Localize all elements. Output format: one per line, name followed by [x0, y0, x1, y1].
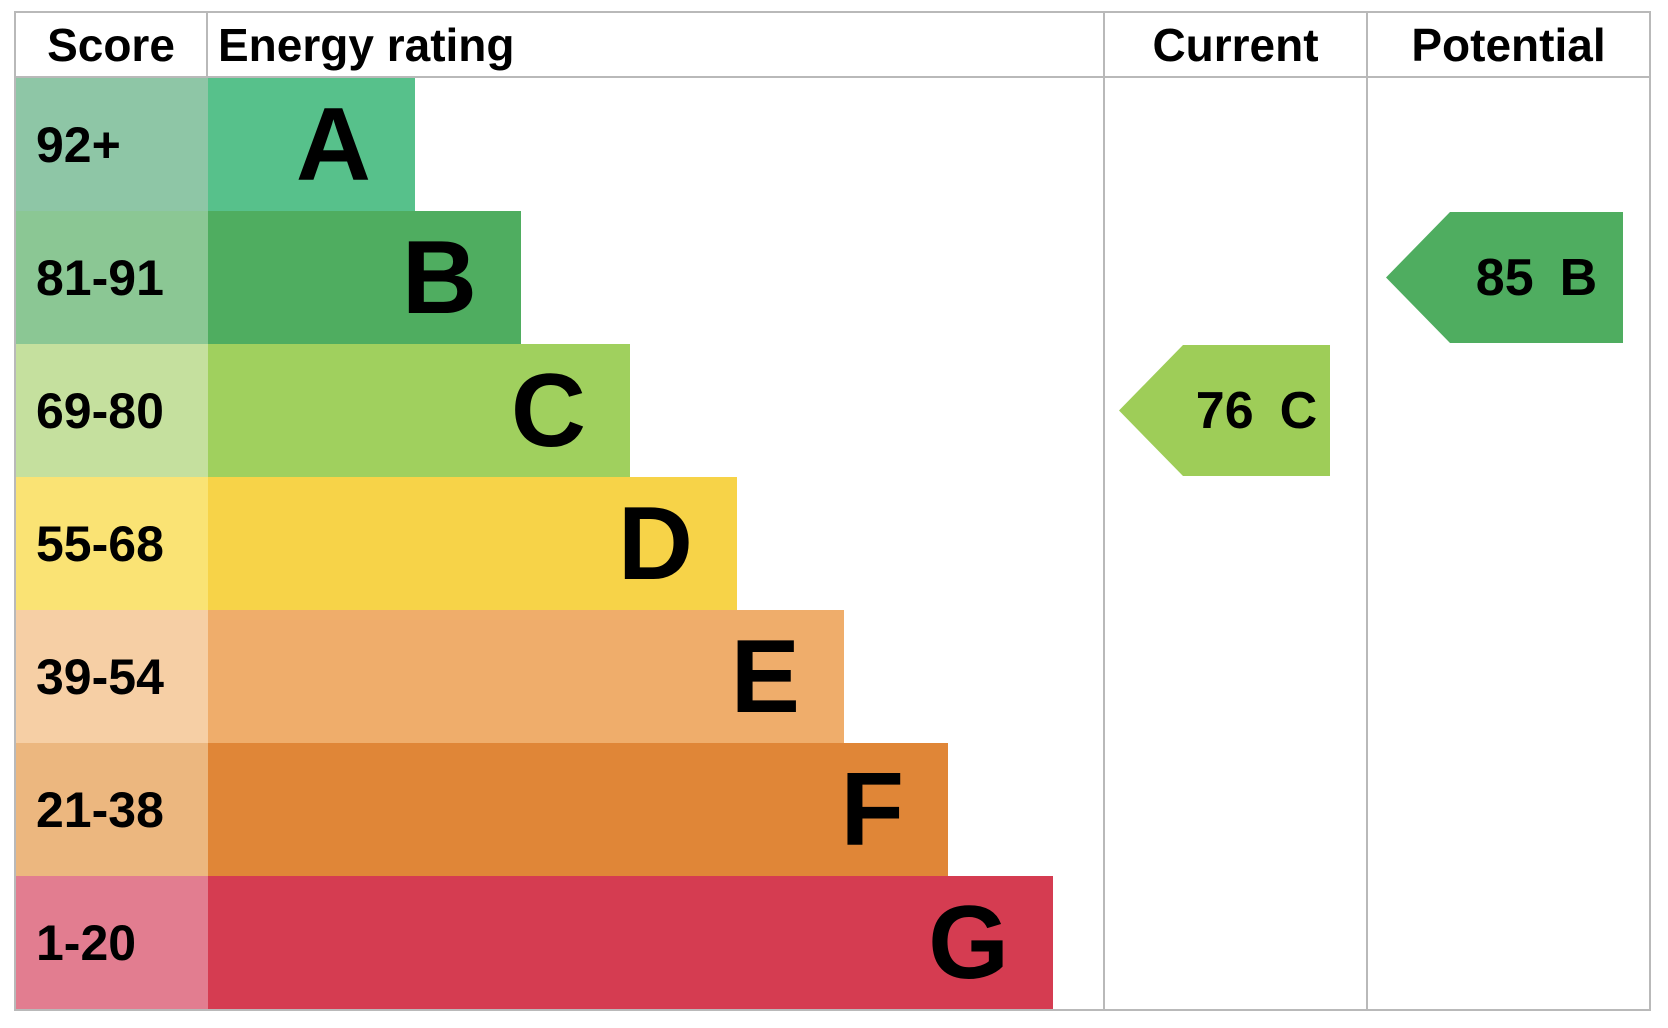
band-bar: F — [208, 743, 948, 876]
header-potential: Potential — [1368, 13, 1649, 76]
chart-header: Score Energy rating Current Potential — [16, 13, 1649, 78]
potential-rating-band: B — [1559, 248, 1598, 307]
band-row: 1-20 G — [16, 876, 1649, 1009]
band-letter: B — [401, 219, 477, 336]
band-row: 81-91 B — [16, 211, 1649, 344]
potential-column-divider — [1366, 78, 1368, 1009]
band-letter: D — [617, 485, 693, 602]
potential-rating-value: 85 — [1475, 248, 1534, 307]
current-column-divider — [1103, 78, 1105, 1009]
band-letter: F — [840, 751, 904, 868]
band-score-range: 21-38 — [16, 743, 208, 876]
band-row: 21-38 F — [16, 743, 1649, 876]
band-letter: C — [510, 352, 586, 469]
band-row: 55-68 D — [16, 477, 1649, 610]
band-bar: D — [208, 477, 737, 610]
rating-bands: 92+ A 81-91 B 69-80 C 55-68 D 39-54 E 21… — [16, 78, 1649, 1009]
band-row: 69-80 C — [16, 344, 1649, 477]
chart-body: 92+ A 81-91 B 69-80 C 55-68 D 39-54 E 21… — [16, 78, 1649, 1009]
current-rating-value: 76 — [1195, 381, 1254, 440]
band-score-range: 92+ — [16, 78, 208, 211]
band-bar: G — [208, 876, 1053, 1009]
epc-rating-chart: Score Energy rating Current Potential 92… — [14, 11, 1651, 1011]
band-score-range: 81-91 — [16, 211, 208, 344]
band-bar: E — [208, 610, 844, 743]
band-score-range: 1-20 — [16, 876, 208, 1009]
band-letter: G — [928, 884, 1009, 1001]
band-score-range: 39-54 — [16, 610, 208, 743]
band-score-range: 55-68 — [16, 477, 208, 610]
header-energy-rating: Energy rating — [208, 13, 1105, 76]
band-row: 92+ A — [16, 78, 1649, 211]
current-rating-band: C — [1279, 381, 1318, 440]
band-row: 39-54 E — [16, 610, 1649, 743]
band-bar: C — [208, 344, 630, 477]
header-score: Score — [16, 13, 208, 76]
band-bar: A — [208, 78, 415, 211]
header-current: Current — [1105, 13, 1368, 76]
band-score-range: 69-80 — [16, 344, 208, 477]
band-letter: A — [295, 86, 371, 203]
band-bar: B — [208, 211, 521, 344]
band-letter: E — [730, 618, 800, 735]
